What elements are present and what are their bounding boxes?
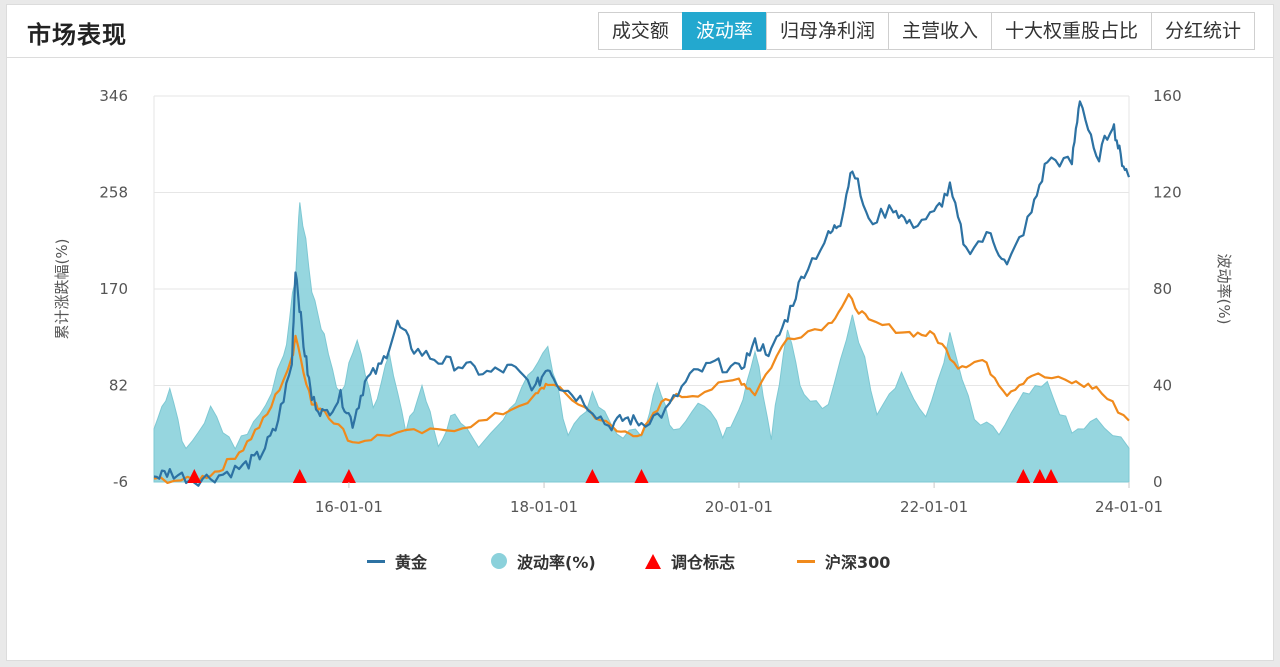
left-axis-tick-label: 82 xyxy=(109,377,128,395)
x-axis-tick-label: 24-01-01 xyxy=(1095,498,1163,516)
tab-top10-weight[interactable]: 十大权重股占比 xyxy=(990,12,1152,50)
legend-item-volatility[interactable]: 波动率(%) xyxy=(491,548,596,574)
legend-swatch-csi300 xyxy=(797,559,815,563)
legend-label-csi300: 沪深300 xyxy=(825,553,891,572)
left-axis-tick-label: 170 xyxy=(99,280,128,298)
right-axis-tick-label: 80 xyxy=(1153,280,1172,298)
x-axis-tick-label: 18-01-01 xyxy=(510,498,578,516)
legend-swatch-volatility xyxy=(491,553,507,569)
right-axis-tick-label: 120 xyxy=(1153,184,1182,202)
panel-header: 市场表现 成交额 波动率 归母净利润 主营收入 十大权重股占比 分红统计 xyxy=(7,5,1273,58)
left-axis-title: 累计涨跌幅(%) xyxy=(53,239,71,340)
gold-line xyxy=(153,100,1131,487)
panel-title: 市场表现 xyxy=(27,21,127,49)
tab-dividend-stats[interactable]: 分红统计 xyxy=(1150,12,1255,50)
legend-swatch-rebalance xyxy=(645,553,661,569)
tab-volatility[interactable]: 波动率 xyxy=(681,12,767,50)
legend-label-gold: 黄金 xyxy=(395,553,428,572)
rebalance-marker xyxy=(1032,469,1047,483)
x-axis-tick-label: 20-01-01 xyxy=(705,498,773,516)
left-axis-tick-label: 258 xyxy=(99,184,128,202)
rebalance-marker xyxy=(1044,469,1059,483)
legend-swatch-gold xyxy=(367,559,385,563)
left-axis-tick-label: -6 xyxy=(113,473,128,491)
tab-bar: 成交额 波动率 归母净利润 主营收入 十大权重股占比 分红统计 xyxy=(597,12,1255,50)
chart-legend: 黄金 波动率(%) 调仓标志 沪深300 xyxy=(7,548,1273,574)
market-chart: 346 258 170 82 -6 160 120 80 40 0 16-01-01 18-01-01… xyxy=(53,87,1233,516)
right-axis-title: 波动率(%) xyxy=(1215,254,1233,325)
x-axis-tick-label: 16-01-01 xyxy=(315,498,383,516)
tab-turnover[interactable]: 成交额 xyxy=(597,12,683,50)
rebalance-marker xyxy=(634,469,649,483)
right-axis-tick-label: 0 xyxy=(1153,473,1163,491)
right-axis-tick-label: 40 xyxy=(1153,377,1172,395)
right-axis-tick-label: 160 xyxy=(1153,87,1182,105)
rebalance-marker xyxy=(585,469,600,483)
left-axis-tick-label: 346 xyxy=(99,87,128,105)
rebalance-marker xyxy=(187,469,202,483)
x-axis-tick-label: 22-01-01 xyxy=(900,498,968,516)
legend-label-volatility: 波动率(%) xyxy=(517,553,596,572)
rebalance-marker xyxy=(341,469,356,483)
legend-label-rebalance: 调仓标志 xyxy=(671,553,736,572)
volatility-area xyxy=(153,202,1130,483)
market-performance-panel: 市场表现 成交额 波动率 归母净利润 主营收入 十大权重股占比 分红统计 346… xyxy=(6,4,1274,661)
legend-item-csi300[interactable]: 沪深300 xyxy=(797,548,890,574)
tab-main-revenue[interactable]: 主营收入 xyxy=(887,12,992,50)
tab-net-profit[interactable]: 归母净利润 xyxy=(765,12,889,50)
rebalance-marker xyxy=(292,469,307,483)
csi300-line xyxy=(153,293,1130,484)
legend-item-gold[interactable]: 黄金 xyxy=(367,548,427,574)
rebalance-marker xyxy=(1016,469,1031,483)
legend-item-rebalance[interactable]: 调仓标志 xyxy=(645,548,735,574)
